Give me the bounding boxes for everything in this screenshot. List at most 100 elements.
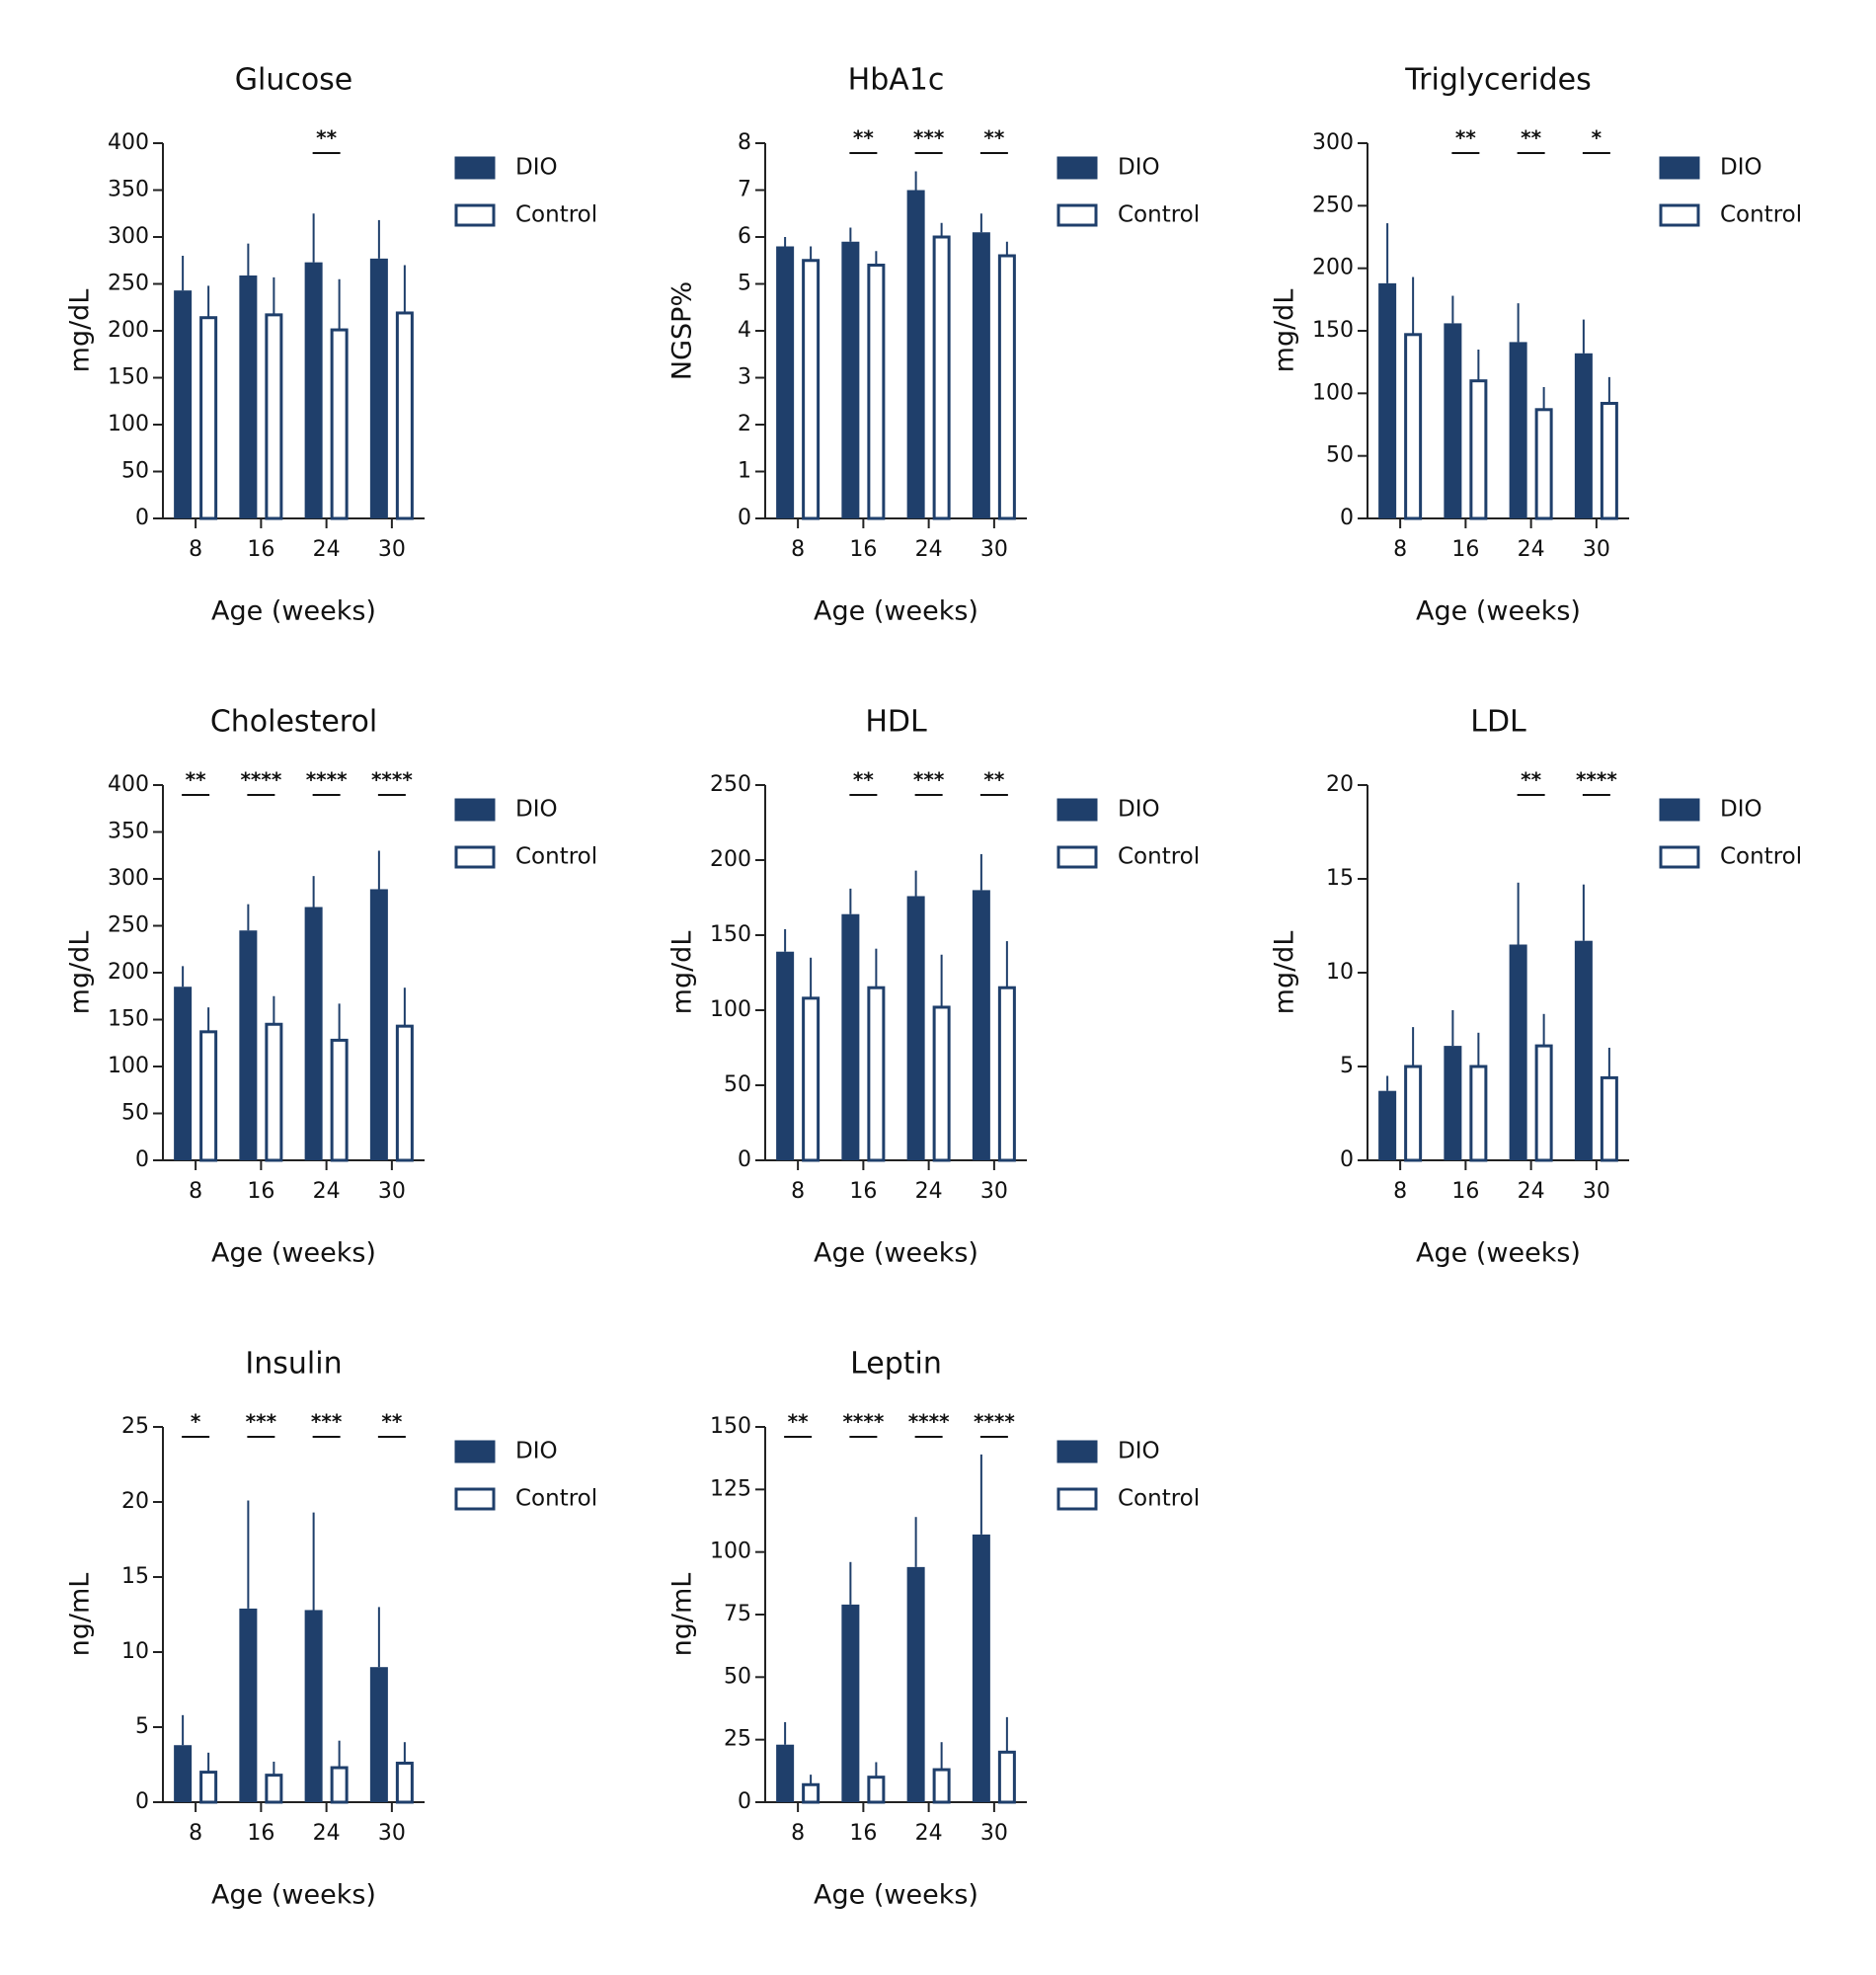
bar	[304, 1610, 323, 1802]
bar	[304, 907, 323, 1160]
bar	[174, 290, 193, 518]
chart-panel: HDL mg/dL Age (weeks) 0 50 100 150 200 250 8 16 ** 2…	[667, 705, 1201, 1269]
legend-label: DIO	[1720, 155, 1762, 181]
legend-swatch	[1659, 203, 1700, 227]
y-tick-label: 400	[108, 772, 149, 797]
significance-label: ****	[1576, 768, 1617, 792]
bar	[1509, 944, 1527, 1160]
legend-swatch	[454, 798, 496, 822]
bar	[174, 987, 193, 1160]
bar	[932, 1768, 951, 1804]
y-tick-label: 150	[108, 1007, 149, 1032]
y-tick-label: 8	[738, 130, 751, 155]
bar	[802, 996, 821, 1162]
x-tick-label: 8	[189, 1821, 202, 1846]
significance-label: ****	[371, 768, 413, 792]
bar	[1444, 1046, 1462, 1160]
significance-label: **	[1521, 768, 1541, 792]
bar	[199, 1771, 218, 1804]
y-tick-label: 6	[738, 224, 751, 249]
legend-label: DIO	[1118, 155, 1160, 181]
y-tick-label: 5	[738, 272, 751, 296]
bar	[972, 1534, 990, 1802]
y-axis-label: mg/dL	[667, 931, 698, 1015]
legend-label: DIO	[515, 155, 558, 181]
x-tick-label: 16	[849, 1821, 877, 1846]
y-tick-label: 300	[108, 224, 149, 249]
y-tick-label: 0	[738, 506, 751, 530]
chart-title: HbA1c	[848, 63, 945, 98]
bar	[802, 1782, 821, 1804]
bar	[304, 262, 323, 518]
bar	[1404, 1065, 1423, 1162]
y-axis-label: mg/dL	[65, 289, 96, 373]
bar	[330, 1766, 349, 1804]
y-tick-label: 25	[121, 1414, 149, 1439]
bar	[1574, 940, 1593, 1160]
y-tick-label: 20	[121, 1489, 149, 1514]
y-tick-label: 15	[1326, 866, 1354, 891]
x-tick-label: 30	[1583, 537, 1610, 562]
y-tick-label: 100	[710, 1540, 751, 1564]
y-tick-label: 350	[108, 820, 149, 844]
y-tick-label: 100	[1312, 380, 1354, 405]
bar	[1469, 379, 1488, 520]
significance-label: ****	[908, 1410, 950, 1434]
chart-panel: Leptin ng/mL Age (weeks) 0 25 50 75 100 125 150 8 *…	[667, 1347, 1201, 1911]
y-axis-label: ng/mL	[65, 1573, 96, 1657]
bar	[932, 1005, 951, 1162]
x-tick-label: 24	[915, 1821, 943, 1846]
bar	[776, 246, 795, 518]
legend-label: Control	[515, 202, 597, 228]
y-tick-label: 250	[710, 772, 751, 797]
bar	[265, 1022, 283, 1162]
x-tick-label: 24	[313, 537, 341, 562]
chart-panel: Triglycerides mg/dL Age (weeks) 0 50 100 150 20…	[1270, 63, 1803, 627]
y-tick-label: 200	[108, 318, 149, 343]
bar	[776, 1744, 795, 1802]
legend-label: DIO	[1720, 797, 1762, 823]
significance-label: ****	[306, 768, 348, 792]
significance-label: ***	[913, 126, 945, 150]
x-axis-label: Age (weeks)	[814, 1880, 978, 1911]
bar	[841, 913, 860, 1160]
x-tick-label: 24	[1518, 537, 1545, 562]
significance-label: ****	[842, 1410, 884, 1434]
x-tick-label: 24	[915, 1179, 943, 1204]
x-tick-label: 16	[1451, 1179, 1479, 1204]
legend-label: Control	[1118, 1486, 1200, 1512]
y-tick-label: 350	[108, 178, 149, 202]
chart-panel: Glucose mg/dL Age (weeks) 0 50 100 150 200 250 30…	[65, 63, 598, 627]
bar	[199, 316, 218, 520]
y-tick-label: 2	[738, 412, 751, 436]
y-tick-label: 150	[108, 365, 149, 390]
chart-title: Triglycerides	[1404, 63, 1591, 98]
legend-label: Control	[1720, 202, 1802, 228]
bar	[1469, 1065, 1488, 1162]
bar	[1600, 401, 1618, 520]
significance-label: **	[316, 126, 337, 150]
bar	[997, 1750, 1016, 1804]
bar	[841, 241, 860, 518]
bar	[906, 896, 925, 1160]
legend-label: DIO	[515, 797, 558, 823]
legend-label: DIO	[1118, 797, 1160, 823]
legend-swatch	[454, 845, 496, 869]
legend-label: Control	[1118, 202, 1200, 228]
y-tick-label: 5	[1340, 1054, 1354, 1078]
y-tick-label: 200	[108, 960, 149, 985]
x-tick-label: 16	[849, 1179, 877, 1204]
y-tick-label: 15	[121, 1564, 149, 1589]
y-tick-label: 100	[108, 1054, 149, 1078]
bar	[867, 986, 886, 1162]
bar	[1534, 1044, 1553, 1162]
x-tick-label: 8	[791, 1179, 805, 1204]
x-tick-label: 8	[791, 1821, 805, 1846]
x-tick-label: 16	[849, 537, 877, 562]
bar	[841, 1604, 860, 1802]
bar	[802, 259, 821, 520]
y-tick-label: 50	[121, 1101, 149, 1126]
y-tick-label: 300	[1312, 130, 1354, 155]
chart-title: Cholesterol	[210, 705, 377, 740]
